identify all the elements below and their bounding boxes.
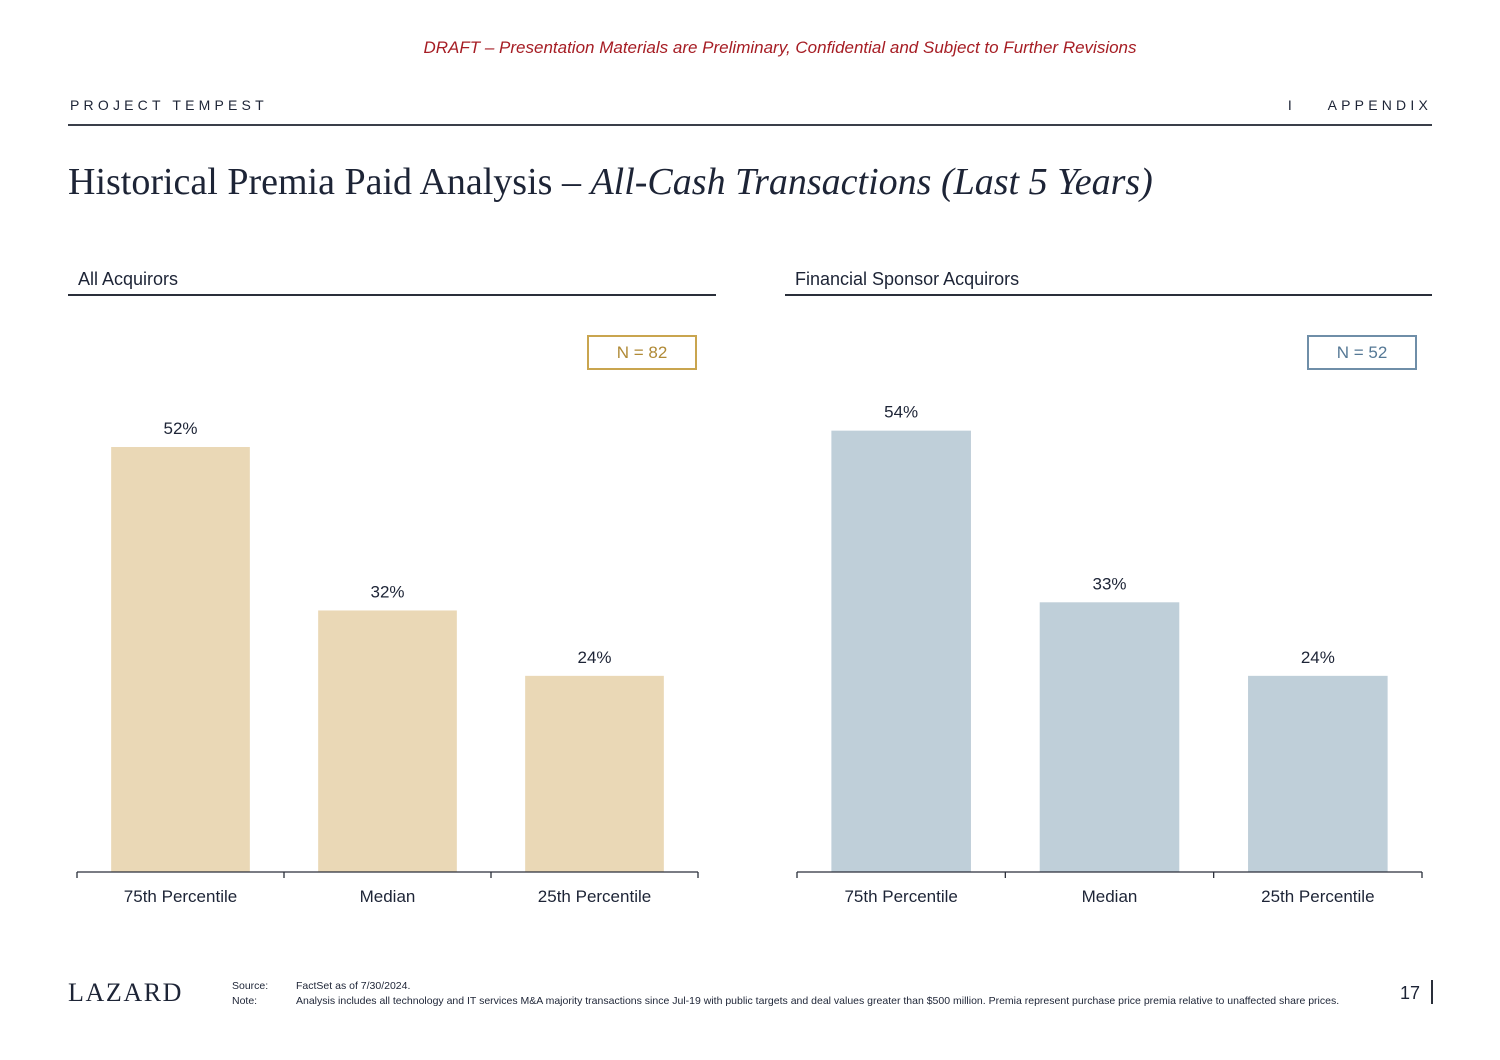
bar-right-0 [831,430,971,872]
bar-right-1 [1039,602,1180,872]
page-title: Historical Premia Paid Analysis – All-Ca… [68,160,1153,204]
title-italic: All-Cash Transactions (Last 5 Years) [590,161,1153,203]
page-number: 17 [1399,983,1420,1003]
data-label-right-2: 24% [1301,648,1335,667]
data-label-left-1: 32% [370,582,404,601]
panel-rule-right [785,294,1432,296]
bar-left-2 [525,675,664,872]
category-label-left-0: 75th Percentile [124,887,237,906]
bar-left-1 [318,610,457,872]
note-text: Analysis includes all technology and IT … [296,995,1340,1007]
note-label: Note: [232,995,258,1007]
page-number-bar [1431,980,1433,1004]
category-label-left-2: 25th Percentile [538,887,651,906]
category-label-left-1: Median [360,887,416,906]
title-main: Historical Premia Paid Analysis – [68,161,591,203]
n-count-badge-left: N = 82 [587,335,697,370]
category-label-right-2: 25th Percentile [1261,887,1374,906]
data-label-right-1: 33% [1092,574,1126,593]
panel-rule-left [68,294,716,296]
source-label: Source: [232,980,269,992]
bar-right-2 [1248,675,1388,872]
category-label-right-1: Median [1082,887,1138,906]
lazard-logo: LAZARD [68,978,184,1007]
section-label: I APPENDIX [1287,97,1432,113]
draft-notice: DRAFT – Presentation Materials are Preli… [423,38,1137,57]
source-text: FactSet as of 7/30/2024. [296,980,411,992]
category-label-right-0: 75th Percentile [844,887,957,906]
panel-title-financial-sponsor: Financial Sponsor Acquirors [795,269,1020,289]
bar-left-0 [111,447,250,872]
panel-title-all-acquirors: All Acquirors [78,269,179,289]
data-label-left-0: 52% [163,419,197,438]
data-label-left-2: 24% [577,648,611,667]
n-count-badge-right: N = 52 [1307,335,1417,370]
header-divider [68,124,1432,126]
data-label-right-0: 54% [884,403,918,422]
project-name: PROJECT TEMPEST [70,97,268,113]
